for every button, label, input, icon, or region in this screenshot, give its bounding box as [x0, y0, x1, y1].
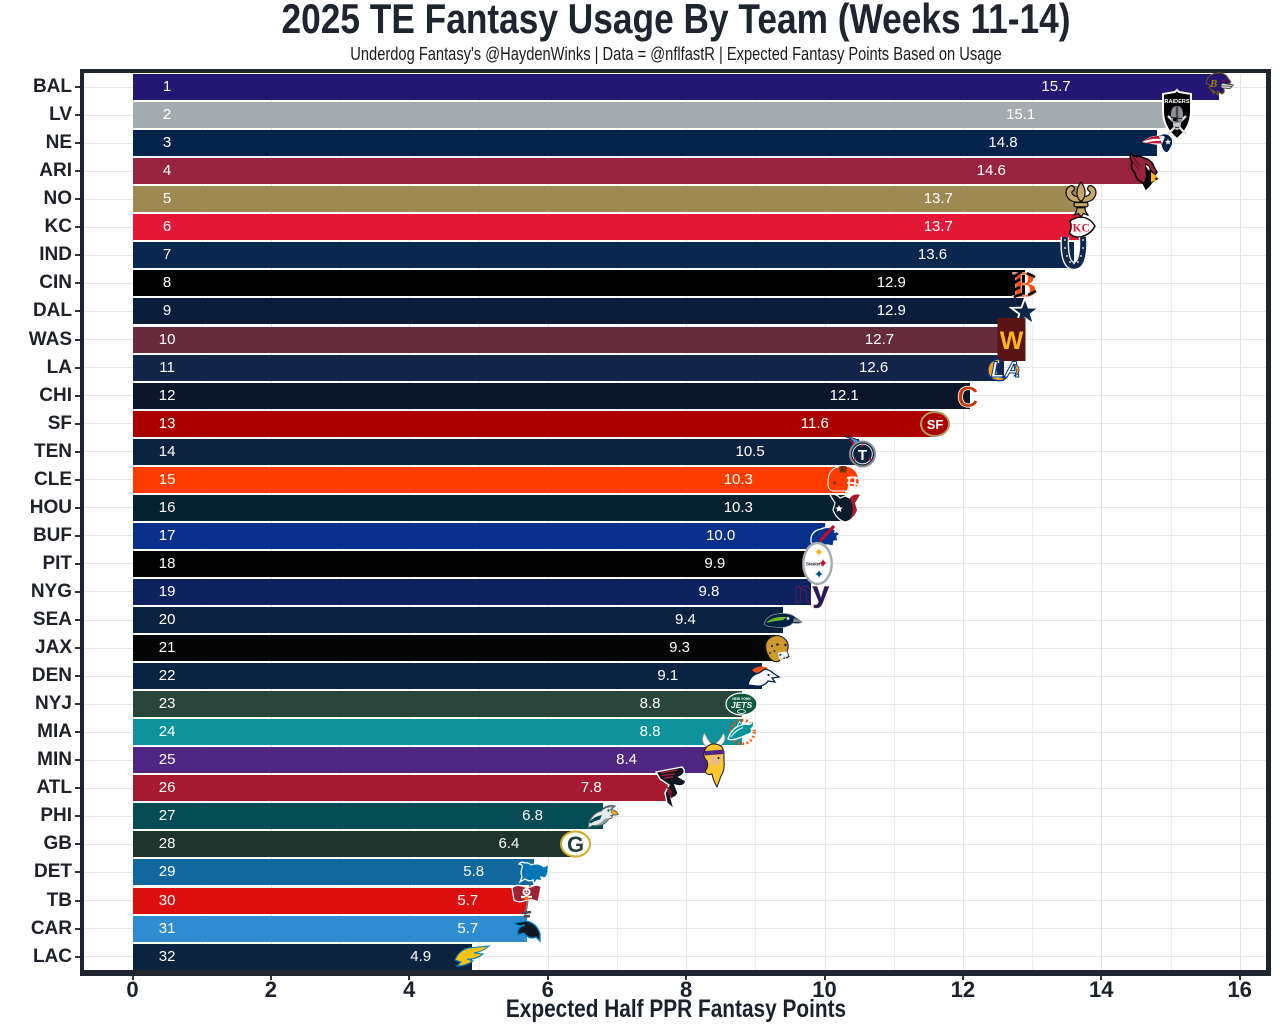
svg-text:RAIDERS: RAIDERS: [1165, 99, 1190, 105]
svg-text:NEW YORK: NEW YORK: [732, 697, 751, 701]
svg-text:T: T: [858, 447, 867, 464]
svg-text:ny: ny: [794, 576, 829, 609]
svg-text:KC: KC: [1072, 223, 1089, 235]
svg-text:G: G: [567, 832, 584, 857]
svg-text:SF: SF: [927, 417, 944, 432]
svg-text:C: C: [957, 381, 979, 414]
svg-text:B: B: [1209, 78, 1217, 90]
svg-text:JETS: JETS: [731, 700, 753, 710]
svg-text:W: W: [1000, 327, 1024, 355]
svg-text:Steelers: Steelers: [806, 562, 824, 567]
